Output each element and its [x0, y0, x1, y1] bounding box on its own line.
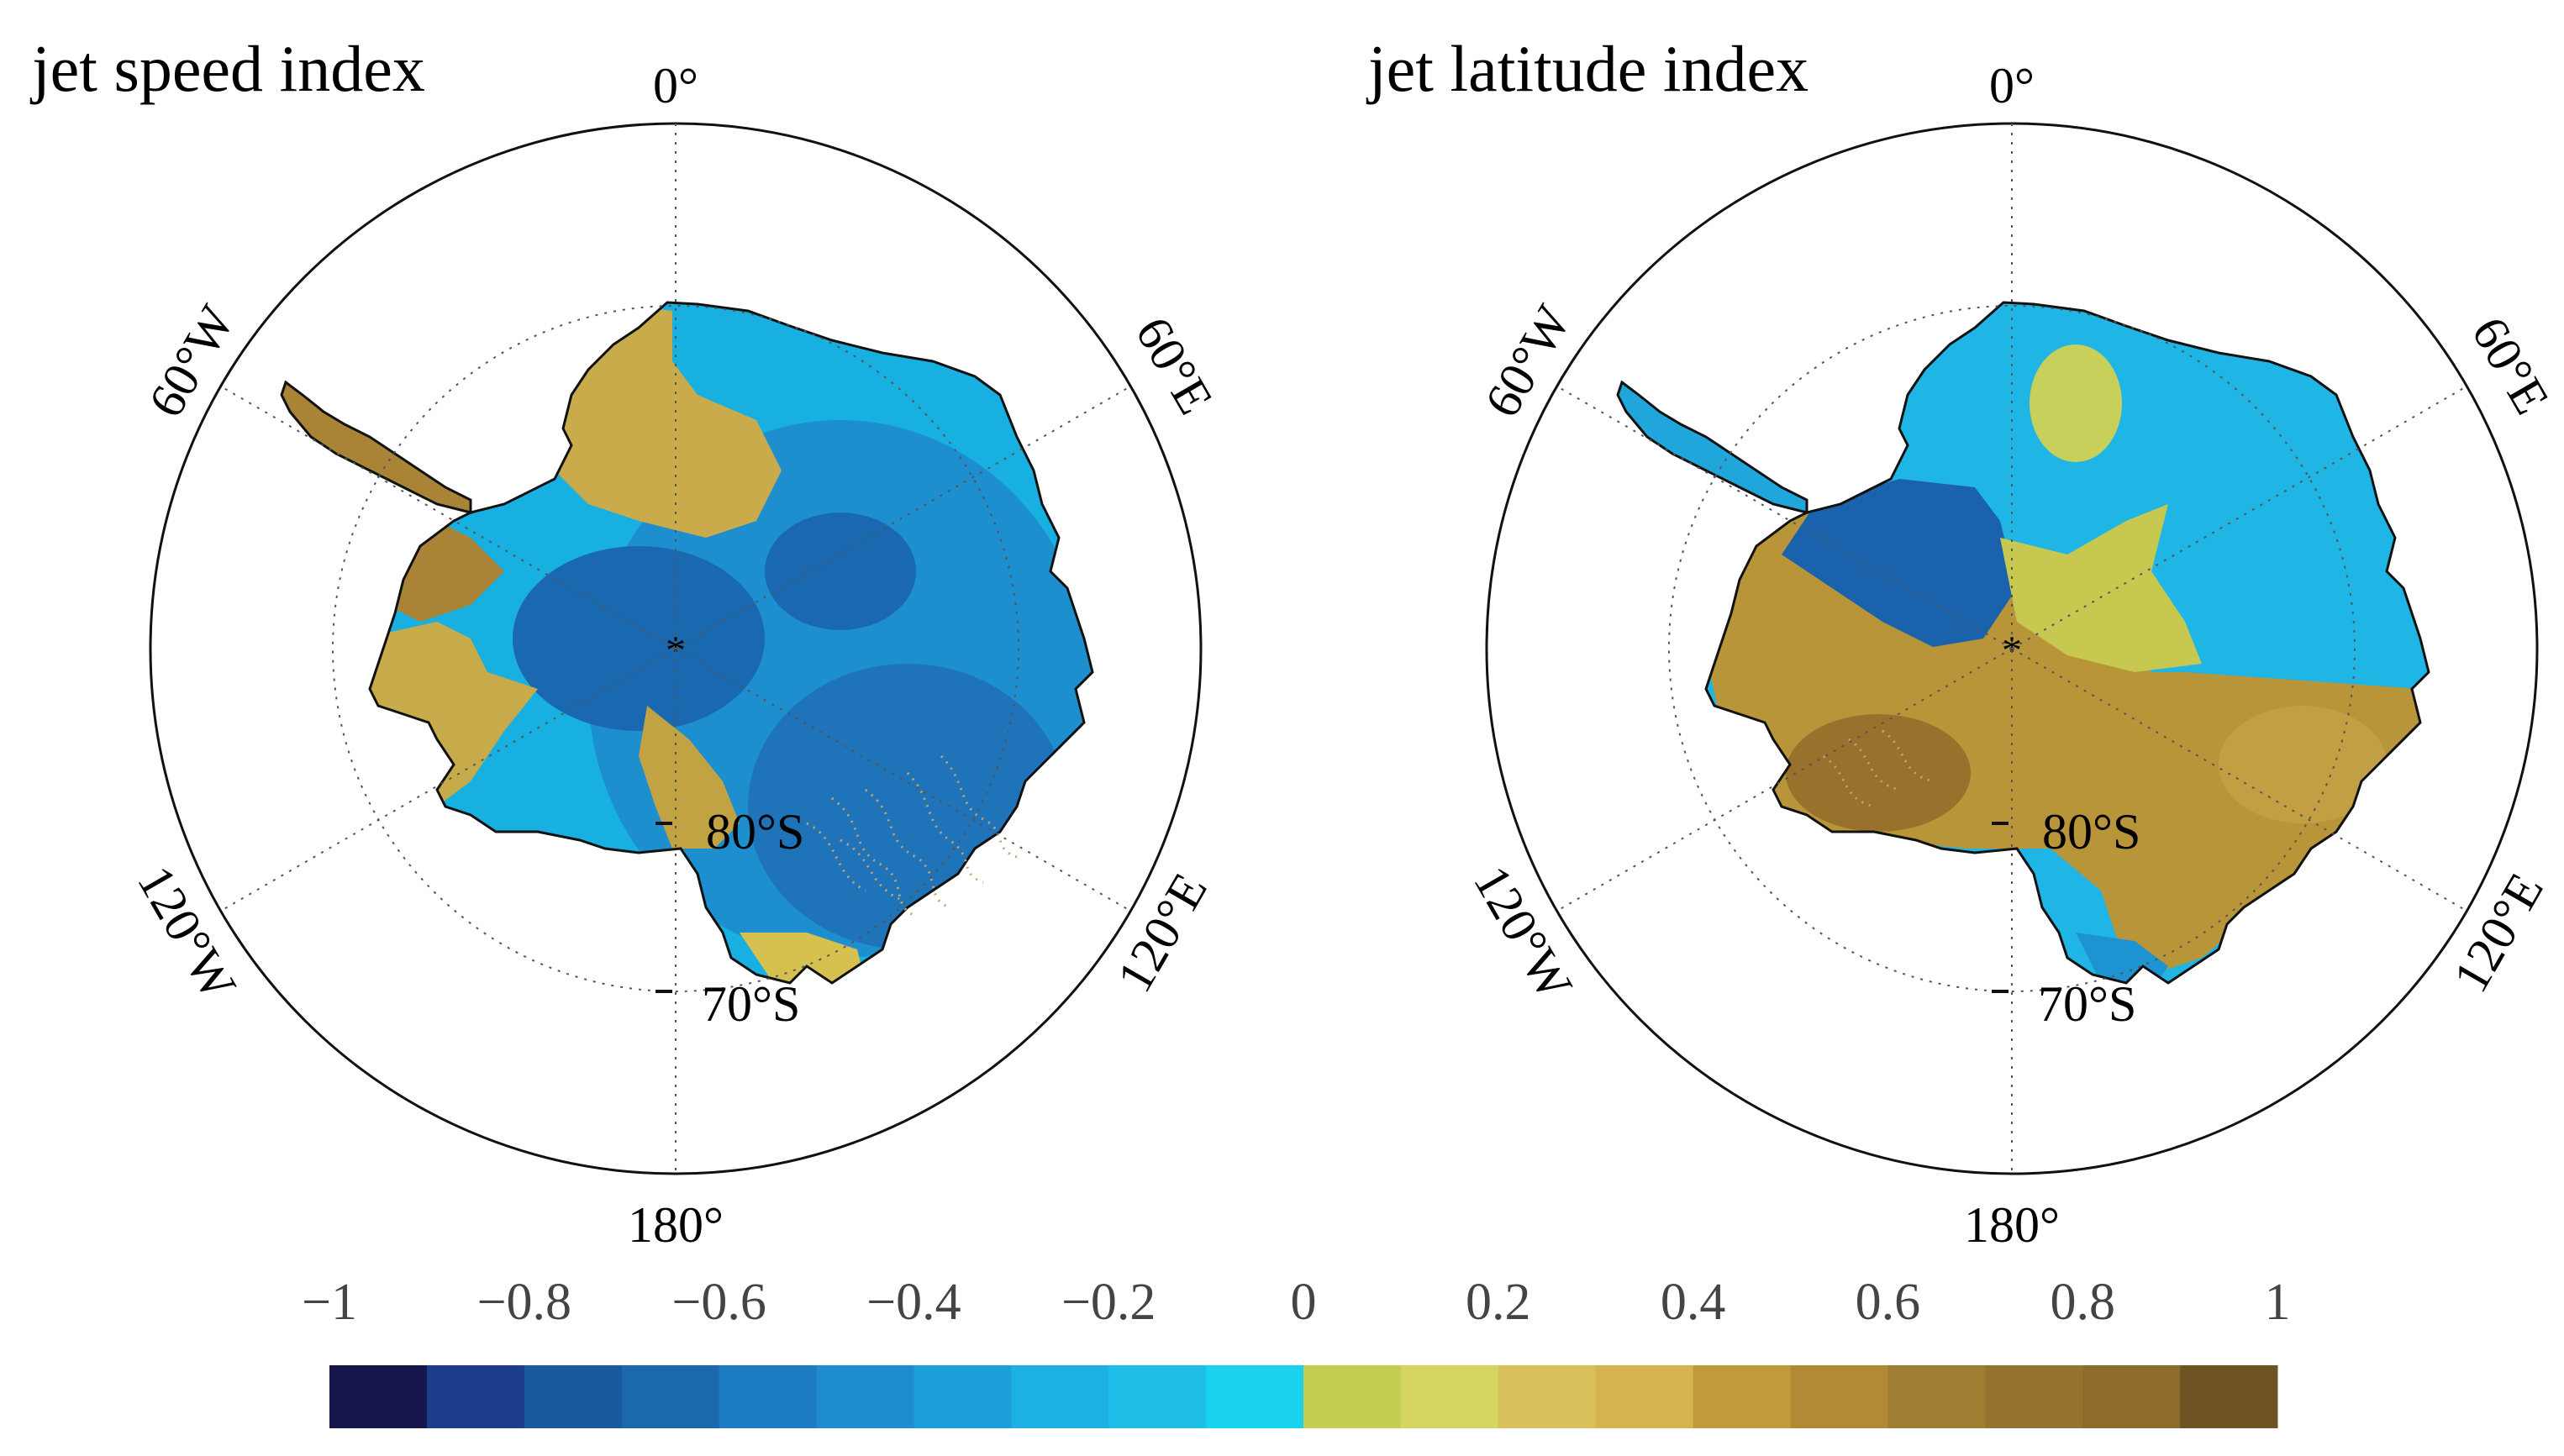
colorbar	[329, 1365, 2278, 1428]
field-region-central-yellow	[2000, 504, 2202, 672]
coastline	[1704, 301, 2430, 985]
lon-label-0: 0°	[1989, 58, 2035, 113]
colorbar-tick-label: 0.8	[2050, 1274, 2115, 1331]
colorbar-segment	[1011, 1365, 1109, 1428]
field-region-marie-byrd	[1786, 714, 1971, 832]
lon-label-0: 0°	[653, 58, 698, 113]
colorbar-segment	[719, 1365, 817, 1428]
lat-label-70s: 70°S	[2038, 976, 2136, 1032]
coastline	[368, 301, 1094, 985]
colorbar-segment	[524, 1365, 623, 1428]
colorbar-tick-label: 0	[1291, 1274, 1317, 1331]
colorbar-segment	[913, 1365, 1012, 1428]
colorbar-tick-label: −0.2	[1061, 1274, 1156, 1331]
panel-jet-speed: jet speed index	[29, 32, 1224, 1253]
antarctic-peninsula	[280, 380, 472, 514]
antarctica-map: *	[1616, 301, 2430, 985]
lon-label-60e: 60°E	[2461, 307, 2560, 423]
field-region-ross-shelf	[639, 706, 740, 849]
graticule	[1556, 124, 2467, 1174]
colorbar-segment	[621, 1365, 720, 1428]
colorbar-segment	[1498, 1365, 1597, 1428]
lon-label-120e: 120°E	[1106, 864, 1217, 1001]
colorbar-segment	[816, 1365, 914, 1428]
colorbar-segment	[1985, 1365, 2083, 1428]
colorbar-segment	[2082, 1365, 2181, 1428]
lon-label-120e: 120°E	[2442, 864, 2553, 1001]
lon-label-180: 180°	[1964, 1197, 2060, 1253]
colorbar-segment	[329, 1365, 428, 1428]
panel-jet-latitude: jet latitude index *	[1366, 32, 2560, 1253]
field-region-pole	[513, 546, 765, 731]
colorbar-tick-label: 0.6	[1856, 1274, 1921, 1331]
lon-label-120w: 120°W	[127, 857, 247, 1009]
field-region-ross-coast	[740, 933, 866, 983]
significance-dots	[1823, 729, 1934, 808]
significance-dots	[806, 754, 1018, 917]
colorbar-segment	[1206, 1365, 1304, 1428]
colorbar-segment	[1887, 1365, 1986, 1428]
correlation-field	[370, 302, 1092, 983]
colorbar-tick-label: 0.2	[1466, 1274, 1531, 1331]
lon-label-180: 180°	[628, 1197, 724, 1253]
lat-label-80s: 80°S	[706, 804, 804, 859]
colorbar-tick-label: −0.4	[866, 1274, 961, 1331]
antarctica-map: *	[280, 301, 1094, 985]
colorbar-segment	[1108, 1365, 1207, 1428]
colorbar-segment	[1400, 1365, 1499, 1428]
antarctic-peninsula	[1616, 380, 1808, 514]
colorbar-tick-label: −0.6	[671, 1274, 766, 1331]
colorbar-tick-label: −1	[302, 1274, 357, 1331]
colorbar-tick-label: −0.8	[477, 1274, 571, 1331]
field-region-dronning-maud	[2030, 344, 2122, 462]
colorbar-segment	[1595, 1365, 1694, 1428]
colorbar-segment	[426, 1365, 525, 1428]
panel-title: jet latitude index	[1366, 32, 1808, 105]
lat-label-70s: 70°S	[702, 976, 800, 1032]
lon-label-60w: 60°W	[138, 296, 245, 426]
lat-label-80s: 80°S	[2042, 804, 2140, 859]
field-region-queen-maud	[555, 302, 782, 538]
lon-label-60w: 60°W	[1474, 296, 1582, 426]
graticule	[220, 124, 1131, 1174]
colorbar-segment	[1790, 1365, 1888, 1428]
colorbar-tick-label: 1	[2265, 1274, 2291, 1331]
colorbar-segment	[1303, 1365, 1402, 1428]
field-region-east-brown	[2219, 706, 2387, 823]
panel-title: jet speed index	[29, 32, 425, 105]
lon-label-60e: 60°E	[1125, 307, 1224, 423]
colorbar-segment	[2180, 1365, 2278, 1428]
colorbar-tick-labels: −1 −0.8 −0.6 −0.4 −0.2 0 0.2 0.4 0.6 0.8 1	[302, 1274, 2290, 1331]
lon-label-120w: 120°W	[1463, 857, 1583, 1009]
field-region-wedge-coast	[370, 622, 538, 807]
field-region-pole	[765, 512, 916, 630]
field-region-weddell-blue	[1782, 479, 2017, 647]
colorbar-tick-label: 0.4	[1661, 1274, 1726, 1331]
colorbar-segment	[1693, 1365, 1791, 1428]
